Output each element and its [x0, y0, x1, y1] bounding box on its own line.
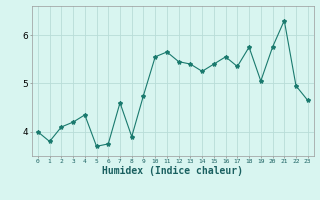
X-axis label: Humidex (Indice chaleur): Humidex (Indice chaleur)	[102, 166, 243, 176]
